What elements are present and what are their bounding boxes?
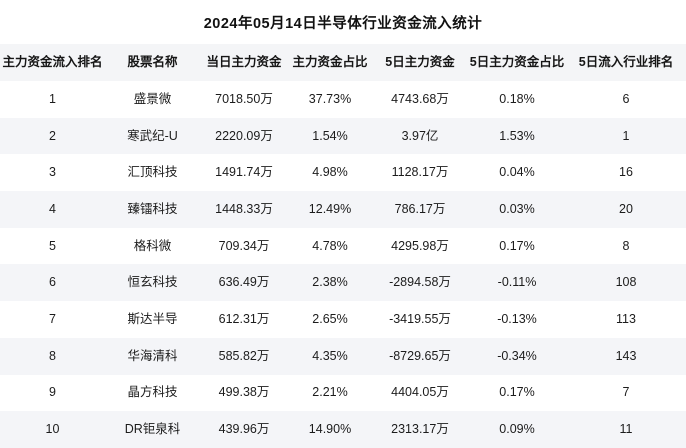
table-body: 1 盛景微 7018.50万 37.73% 4743.68万 0.18% 6 2… — [0, 81, 686, 448]
cell-main-inflow-rank: 4 — [49, 201, 56, 216]
cell-stock-name: 臻镭科技 — [127, 201, 178, 216]
table-row: 8 华海清科 585.82万 4.35% -8729.65万 -0.34% 14… — [0, 337, 686, 375]
table-row: 1 盛景微 7018.50万 37.73% 4743.68万 0.18% 6 — [0, 81, 686, 118]
cell-5d-funds-ratio: 0.09% — [499, 422, 535, 437]
cell-stock-name: 盛景微 — [133, 91, 172, 106]
cell-day-funds-ratio: 14.90% — [308, 422, 352, 437]
table-row: 5 格科微 709.34万 4.78% 4295.98万 0.17% 8 — [0, 227, 686, 265]
cell-5d-funds-ratio: 0.17% — [499, 385, 535, 400]
cell-stock-name: 格科微 — [133, 238, 172, 253]
cell-day-funds-ratio: 1.54% — [312, 128, 348, 143]
column-header-5d-funds-ratio: 5日主力资金占比 — [469, 55, 565, 69]
cell-stock-name: 寒武纪-U — [127, 128, 178, 143]
cell-day-funds-ratio: 2.65% — [312, 311, 348, 326]
cell-5d-main-funds: 4404.05万 — [391, 385, 449, 400]
cell-5d-industry-rank: 113 — [616, 311, 636, 326]
column-header-day-funds-ratio: 主力资金占比 — [292, 55, 368, 69]
cell-main-inflow-rank: 7 — [49, 311, 56, 326]
cell-5d-main-funds: 786.17万 — [394, 201, 446, 216]
cell-5d-main-funds: -2894.58万 — [389, 275, 451, 290]
cell-main-inflow-rank: 9 — [49, 385, 56, 400]
cell-day-main-funds: 636.49万 — [218, 275, 270, 290]
cell-stock-name: 汇顶科技 — [127, 165, 178, 180]
column-header-day-main-funds: 当日主力资金 — [206, 55, 282, 69]
capital-inflow-table: 主力资金流入排名 股票名称 当日主力资金 主力资金占比 5日主力资金 5日主力资… — [0, 44, 686, 448]
cell-5d-industry-rank: 108 — [615, 275, 637, 290]
cell-main-inflow-rank: 8 — [49, 348, 56, 363]
table-row: 9 晶方科技 499.38万 2.21% 4404.05万 0.17% 7 — [0, 374, 686, 412]
table-row: 10 DR钜泉科 439.96万 14.90% 2313.17万 0.09% 1… — [0, 411, 686, 448]
cell-5d-funds-ratio: -0.13% — [497, 311, 537, 326]
cell-day-main-funds: 709.34万 — [218, 238, 270, 253]
cell-day-main-funds: 612.31万 — [218, 311, 270, 326]
cell-day-main-funds: 499.38万 — [218, 385, 270, 400]
column-header-5d-main-funds: 5日主力资金 — [385, 55, 455, 69]
title-bar: 2024年05月14日半导体行业资金流入统计 — [0, 0, 686, 44]
cell-stock-name: 斯达半导 — [127, 311, 178, 326]
cell-day-funds-ratio: 12.49% — [308, 201, 352, 216]
cell-day-main-funds: 1491.74万 — [215, 165, 273, 180]
cell-5d-funds-ratio: 0.17% — [499, 238, 535, 253]
cell-day-funds-ratio: 2.21% — [312, 385, 348, 400]
cell-day-funds-ratio: 2.38% — [312, 275, 348, 290]
cell-day-main-funds: 585.82万 — [218, 348, 270, 363]
cell-main-inflow-rank: 3 — [49, 165, 56, 180]
cell-day-funds-ratio: 4.35% — [312, 348, 348, 363]
cell-5d-main-funds: 4743.68万 — [391, 91, 449, 106]
table-row: 2 寒武纪-U 2220.09万 1.54% 3.97亿 1.53% 1 — [0, 117, 686, 155]
cell-5d-funds-ratio: 0.03% — [499, 201, 535, 216]
table-header-row: 主力资金流入排名 股票名称 当日主力资金 主力资金占比 5日主力资金 5日主力资… — [0, 44, 686, 81]
cell-day-funds-ratio: 4.78% — [312, 238, 348, 253]
cell-stock-name: 恒玄科技 — [127, 275, 178, 290]
cell-main-inflow-rank: 6 — [49, 275, 56, 290]
cell-day-funds-ratio: 37.73% — [308, 91, 352, 106]
cell-main-inflow-rank: 5 — [49, 238, 56, 253]
cell-day-main-funds: 7018.50万 — [215, 91, 273, 106]
cell-5d-industry-rank: 6 — [622, 91, 630, 106]
page-title: 2024年05月14日半导体行业资金流入统计 — [203, 15, 483, 32]
cell-5d-industry-rank: 20 — [619, 201, 633, 216]
cell-5d-main-funds: 2313.17万 — [391, 422, 449, 437]
cell-5d-funds-ratio: 0.18% — [499, 91, 535, 106]
cell-5d-main-funds: 1128.17万 — [391, 165, 449, 180]
cell-stock-name: DR钜泉科 — [124, 422, 181, 437]
cell-main-inflow-rank: 1 — [49, 91, 56, 106]
cell-main-inflow-rank: 2 — [49, 128, 56, 143]
cell-main-inflow-rank: 10 — [45, 422, 60, 437]
cell-5d-industry-rank: 7 — [622, 385, 630, 400]
cell-5d-funds-ratio: -0.11% — [497, 275, 537, 290]
table-row: 7 斯达半导 612.31万 2.65% -3419.55万 -0.13% 11… — [0, 301, 686, 338]
cell-day-funds-ratio: 4.98% — [312, 165, 348, 180]
cell-5d-industry-rank: 143 — [615, 348, 637, 363]
column-header-main-inflow-rank: 主力资金流入排名 — [2, 55, 103, 69]
table-row: 3 汇顶科技 1491.74万 4.98% 1128.17万 0.04% 16 — [0, 154, 686, 192]
cell-5d-funds-ratio: -0.34% — [497, 348, 537, 363]
cell-5d-industry-rank: 11 — [619, 422, 633, 437]
cell-day-main-funds: 2220.09万 — [215, 128, 273, 143]
cell-5d-main-funds: -8729.65万 — [389, 348, 451, 363]
cell-5d-industry-rank: 1 — [622, 128, 630, 143]
cell-day-main-funds: 439.96万 — [218, 422, 270, 437]
cell-5d-industry-rank: 8 — [622, 238, 630, 253]
column-header-5d-industry-rank: 5日流入行业排名 — [578, 55, 674, 69]
cell-5d-funds-ratio: 1.53% — [499, 128, 535, 143]
table-row: 6 恒玄科技 636.49万 2.38% -2894.58万 -0.11% 10… — [0, 264, 686, 302]
cell-stock-name: 晶方科技 — [127, 385, 178, 400]
cell-5d-main-funds: 4295.98万 — [391, 238, 449, 253]
table-row: 4 臻镭科技 1448.33万 12.49% 786.17万 0.03% 20 — [0, 191, 686, 228]
cell-stock-name: 华海清科 — [127, 348, 178, 363]
cell-day-main-funds: 1448.33万 — [215, 201, 273, 216]
cell-5d-main-funds: -3419.55万 — [389, 311, 451, 326]
column-header-stock-name: 股票名称 — [127, 55, 178, 69]
cell-5d-industry-rank: 16 — [619, 165, 633, 180]
cell-5d-main-funds: 3.97亿 — [401, 128, 439, 143]
cell-5d-funds-ratio: 0.04% — [499, 165, 535, 180]
